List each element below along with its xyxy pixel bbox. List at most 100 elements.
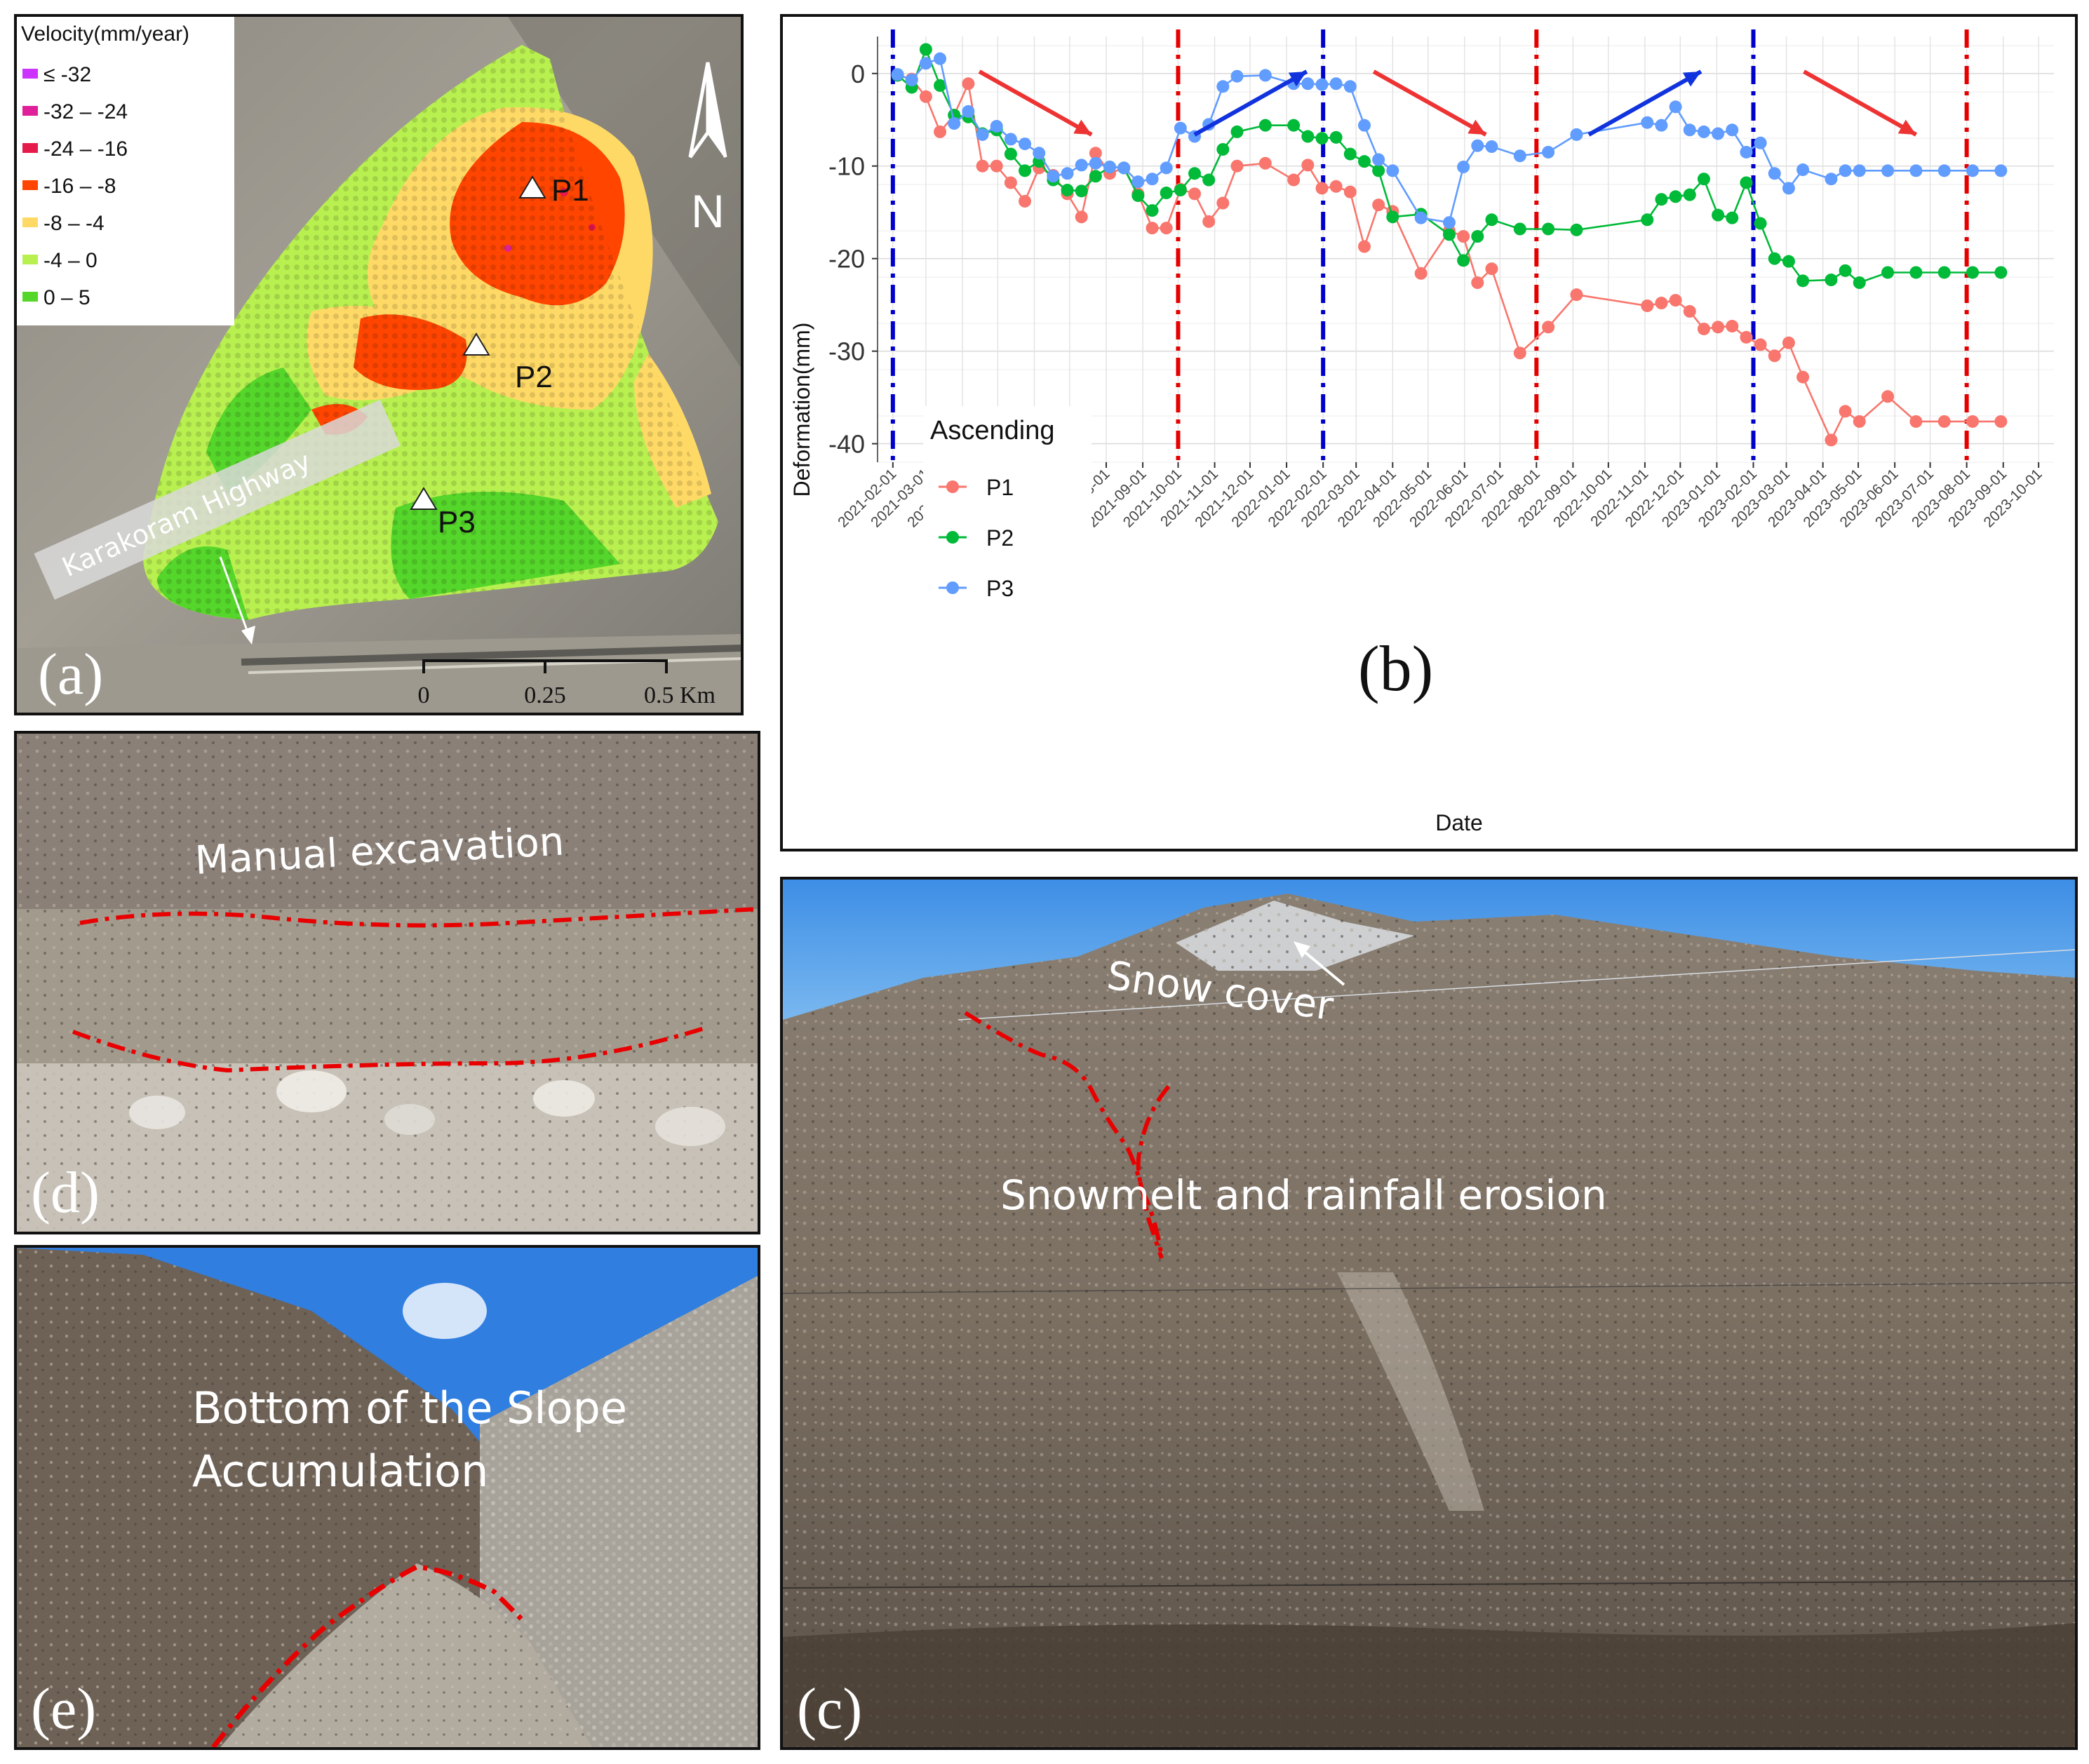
data-point — [1825, 173, 1838, 186]
chart-legend: Ascending P1 P2 P3 — [923, 406, 1091, 624]
data-point — [1853, 164, 1866, 177]
data-point — [1669, 294, 1682, 307]
data-point — [1881, 390, 1895, 403]
accumulation-photo-panel: Bottom of the Slope Accumulation (e) — [14, 1245, 760, 1750]
data-point — [1839, 164, 1852, 177]
data-point — [990, 159, 1003, 173]
data-point — [1966, 266, 1980, 279]
legend-title: Ascending — [930, 416, 1054, 445]
data-point — [1357, 240, 1371, 253]
data-point — [1301, 130, 1315, 143]
data-point — [1825, 274, 1838, 287]
legend-label: -8 – -4 — [43, 212, 105, 235]
data-point — [962, 105, 975, 118]
legend-item: -8 – -4 — [22, 212, 105, 235]
data-point — [990, 119, 1003, 133]
trend-arrow-up — [1193, 69, 1308, 137]
data-point — [934, 79, 947, 92]
excavation-photo: Manual excavation (d) — [17, 734, 758, 1232]
data-point — [1315, 132, 1329, 145]
data-point — [1089, 156, 1102, 170]
series-p3 — [891, 52, 2008, 229]
highway-road — [241, 645, 741, 666]
legend-label: -16 – -8 — [43, 175, 116, 198]
data-point — [1542, 222, 1555, 236]
legend-label: P1 — [986, 475, 1014, 500]
y-tick-label: -40 — [828, 430, 865, 459]
data-point — [1712, 127, 1725, 140]
erosion-photo: Snow cover Snowmelt and rainfall erosion… — [783, 880, 2075, 1747]
data-point — [1782, 255, 1795, 268]
data-point — [1513, 222, 1526, 236]
data-point — [1089, 170, 1102, 183]
data-point — [1202, 215, 1216, 228]
y-tick-label: -20 — [828, 245, 865, 274]
data-point — [1188, 187, 1202, 201]
legend-swatch — [22, 143, 38, 153]
data-point — [1754, 217, 1767, 230]
legend-label: -32 – -24 — [43, 100, 128, 123]
data-point — [1471, 230, 1484, 243]
point-marker-p3: P3 — [410, 487, 476, 539]
legend-item: -32 – -24 — [22, 100, 128, 123]
data-point — [1174, 121, 1187, 135]
data-point — [1796, 274, 1810, 288]
data-point — [1019, 164, 1032, 177]
data-point — [1287, 119, 1301, 132]
y-axis-label: Deformation(mm) — [789, 323, 814, 497]
data-point — [1019, 137, 1032, 151]
data-point — [1994, 164, 2008, 177]
data-point — [1457, 161, 1470, 174]
data-point — [1471, 139, 1484, 152]
data-point — [1796, 163, 1810, 177]
data-point — [1782, 182, 1795, 195]
data-point — [1754, 136, 1767, 149]
trend-arrow-up — [1587, 69, 1702, 137]
data-point — [1457, 254, 1470, 267]
data-point — [1726, 320, 1739, 333]
excavation-photo-panel: Manual excavation (d) — [14, 731, 760, 1234]
data-point — [1315, 182, 1329, 195]
data-point — [1825, 433, 1838, 447]
north-arrow: N — [688, 62, 727, 237]
data-point — [1768, 252, 1781, 265]
data-point — [1258, 69, 1272, 82]
data-point — [1697, 173, 1710, 186]
data-point — [1457, 230, 1470, 243]
data-point — [1513, 346, 1526, 360]
data-point — [1570, 288, 1583, 302]
accumulation-boundary — [211, 1564, 524, 1747]
data-point — [1485, 140, 1498, 154]
data-point — [1372, 164, 1385, 177]
data-point — [1442, 228, 1456, 241]
data-point — [891, 68, 904, 81]
data-point — [1937, 164, 1951, 177]
data-point — [1683, 188, 1696, 201]
data-point — [1881, 164, 1895, 177]
data-point — [1542, 145, 1555, 159]
data-point — [1160, 187, 1173, 200]
svg-text:P3: P3 — [438, 505, 476, 539]
deformation-chart: 0-10-20-30-402021-02-012021-03-012021-04… — [789, 29, 2054, 835]
legend-swatch — [946, 581, 959, 594]
data-point — [1117, 161, 1131, 175]
panel-label: (a) — [38, 642, 103, 707]
data-point — [1230, 69, 1244, 83]
data-point — [1839, 264, 1852, 277]
legend-swatch — [946, 531, 959, 544]
data-point — [1075, 159, 1088, 172]
erosion-photo-panel: Snow cover Snowmelt and rainfall erosion… — [780, 877, 2078, 1750]
data-point — [919, 90, 932, 103]
data-point — [1075, 184, 1088, 198]
data-point — [1726, 211, 1739, 224]
y-tick-label: -30 — [828, 337, 865, 366]
y-tick-label: 0 — [851, 60, 865, 88]
data-point — [1471, 276, 1484, 290]
data-point — [919, 43, 932, 56]
data-point — [1386, 164, 1399, 177]
velocity-legend: Velocity(mm/year) ≤ -32 -32 – -24 -24 – -1… — [17, 17, 234, 325]
legend-title: Velocity(mm/year) — [21, 22, 189, 46]
data-point — [1655, 297, 1668, 310]
excavation-boundary-top — [79, 907, 758, 928]
data-point — [1386, 210, 1399, 224]
